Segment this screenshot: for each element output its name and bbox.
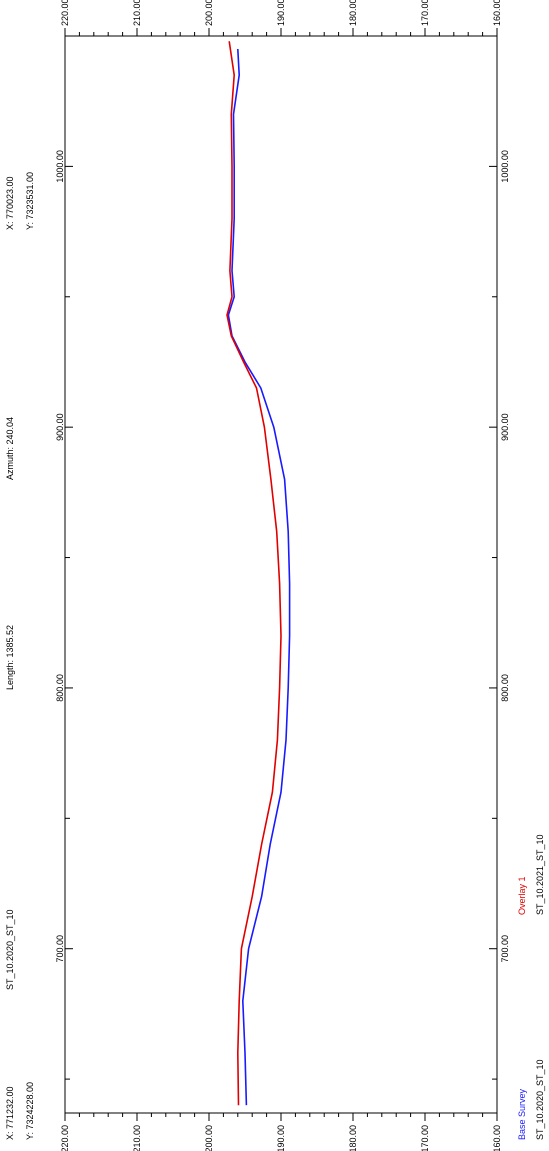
right-tick-label: 700.00 bbox=[500, 935, 510, 963]
bottom-tick-label: 220.00 bbox=[60, 1125, 70, 1151]
right-tick-label: 900.00 bbox=[500, 413, 510, 441]
top-tick-label: 190.00 bbox=[276, 0, 286, 26]
top-tick-label: 170.00 bbox=[420, 0, 430, 26]
bottom-tick-label: 210.00 bbox=[132, 1125, 142, 1151]
end-y-label: Y: 7323531.00 bbox=[25, 172, 35, 230]
top-tick-label: 160.00 bbox=[492, 0, 502, 26]
series-layer bbox=[226, 41, 291, 1106]
bottom-tick-label: 160.00 bbox=[492, 1125, 502, 1151]
left-tick-label: 700.00 bbox=[55, 935, 65, 963]
bottom-axis: 160.00 170.00 180.00 190.00 200.00 210.00 220.… bbox=[60, 1113, 502, 1151]
left-tick-label: 1000.00 bbox=[55, 150, 65, 183]
top-tick-label: 200.00 bbox=[204, 0, 214, 26]
bottom-tick-label: 200.00 bbox=[204, 1125, 214, 1151]
legend-overlay-name: ST_10.2021_ST_10 bbox=[535, 834, 545, 915]
right-tick-label: 800.00 bbox=[500, 674, 510, 702]
legend-overlay-label: Overlay 1 bbox=[517, 876, 527, 915]
start-x-label: X: 771232.00 bbox=[5, 1086, 15, 1140]
top-tick-label: 210.00 bbox=[132, 0, 142, 26]
left-axis: 700.00 800.00 900.00 1000.00 bbox=[55, 150, 73, 1080]
top-tick-label: 220.00 bbox=[60, 0, 70, 26]
left-tick-label: 900.00 bbox=[55, 413, 65, 441]
bottom-tick-label: 190.00 bbox=[276, 1125, 286, 1151]
series-line-base-survey bbox=[227, 48, 291, 1106]
bottom-tick-label: 170.00 bbox=[420, 1125, 430, 1151]
series-line-overlay-1 bbox=[226, 41, 282, 1106]
start-y-label: Y: 7324228.00 bbox=[25, 1082, 35, 1140]
left-tick-label: 800.00 bbox=[55, 674, 65, 702]
start-name-label: ST_10.2020_ST_10 bbox=[5, 909, 15, 990]
top-tick-label: 180.00 bbox=[348, 0, 358, 26]
legend-base-name: ST_10.2020_ST_10 bbox=[535, 1059, 545, 1140]
right-tick-label: 1000.00 bbox=[500, 150, 510, 183]
top-axis: 160.00 170.00 180.00 190.00 200.00 210.00 220.… bbox=[60, 0, 502, 36]
right-axis: 700.00 800.00 900.00 1000.00 bbox=[489, 150, 510, 1080]
azimuth-label: Azmuth: 240.04 bbox=[5, 417, 15, 480]
bottom-tick-label: 180.00 bbox=[348, 1125, 358, 1151]
length-label: Length: 1385.52 bbox=[5, 625, 15, 690]
end-x-label: X: 770023.00 bbox=[5, 176, 15, 230]
legend-base-label: Base Survey bbox=[517, 1088, 527, 1140]
plot-frame bbox=[64, 35, 498, 1114]
